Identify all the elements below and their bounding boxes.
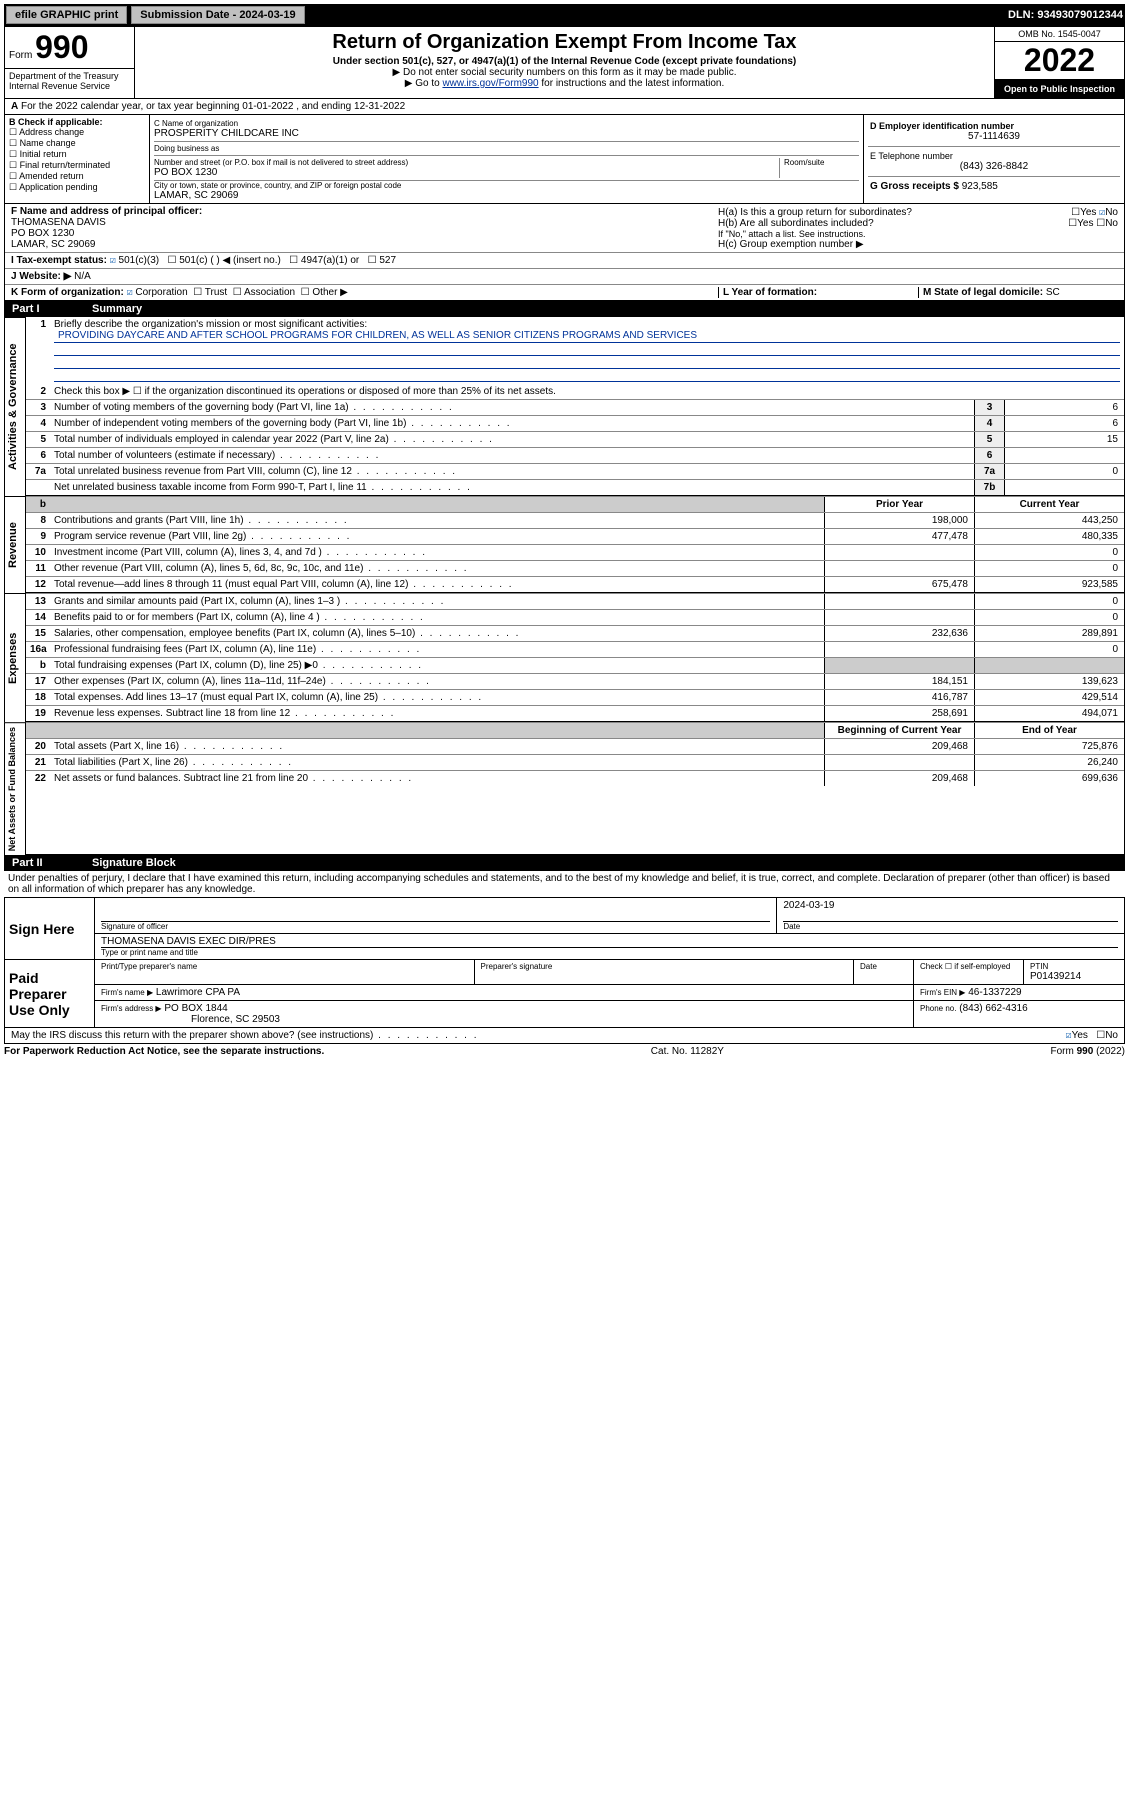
top-bar: efile GRAPHIC print Submission Date - 20… <box>4 4 1125 26</box>
summary-expenses: Expenses 13Grants and similar amounts pa… <box>4 593 1125 722</box>
officer-name: THOMASENA DAVIS <box>11 217 718 228</box>
box-c-org-info: C Name of organization PROSPERITY CHILDC… <box>150 115 864 203</box>
table-row: 11Other revenue (Part VIII, column (A), … <box>26 560 1124 576</box>
section-a: A For the 2022 calendar year, or tax yea… <box>4 99 1125 115</box>
vlabel-netassets: Net Assets or Fund Balances <box>4 722 26 855</box>
vlabel-governance: Activities & Governance <box>4 317 26 496</box>
paid-preparer-label: Paid Preparer Use Only <box>5 960 95 1027</box>
table-row: 8Contributions and grants (Part VIII, li… <box>26 512 1124 528</box>
header-right-block: OMB No. 1545-0047 2022 Open to Public In… <box>994 27 1124 98</box>
mission-text: PROVIDING DAYCARE AND AFTER SCHOOL PROGR… <box>54 330 1120 343</box>
table-row: 20Total assets (Part X, line 16)209,4687… <box>26 738 1124 754</box>
table-row: 5Total number of individuals employed in… <box>26 431 1124 447</box>
tax-year: 2022 <box>995 42 1124 80</box>
block-b-to-g: B Check if applicable: ☐ Address change … <box>4 115 1125 204</box>
part-i-header: Part I Summary <box>4 301 1125 317</box>
irs-link[interactable]: www.irs.gov/Form990 <box>442 78 538 89</box>
table-row: Net unrelated business taxable income fr… <box>26 479 1124 495</box>
table-row: 9Program service revenue (Part VIII, lin… <box>26 528 1124 544</box>
sign-here-label: Sign Here <box>5 898 95 959</box>
signature-block: Sign Here Signature of officer 2024-03-1… <box>4 897 1125 1028</box>
officer-print-name: THOMASENA DAVIS EXEC DIR/PRES <box>101 936 1118 948</box>
page-footer: For Paperwork Reduction Act Notice, see … <box>4 1044 1125 1059</box>
sig-date: 2024-03-19 <box>783 900 1118 922</box>
table-row: 17Other expenses (Part IX, column (A), l… <box>26 673 1124 689</box>
vlabel-revenue: Revenue <box>4 496 26 593</box>
omb-number: OMB No. 1545-0047 <box>995 27 1124 42</box>
org-name: PROSPERITY CHILDCARE INC <box>154 128 859 139</box>
vlabel-expenses: Expenses <box>4 593 26 722</box>
telephone: (843) 326-8842 <box>870 161 1118 172</box>
form-header: Form 990 Department of the Treasury Inte… <box>4 26 1125 99</box>
form-number-box: Form 990 <box>5 27 135 68</box>
table-row: 4Number of independent voting members of… <box>26 415 1124 431</box>
table-row: 7aTotal unrelated business revenue from … <box>26 463 1124 479</box>
firm-name: Lawrimore CPA PA <box>156 987 240 998</box>
box-d-to-g: D Employer identification number 57-1114… <box>864 115 1124 203</box>
discuss-question: May the IRS discuss this return with the… <box>11 1030 1066 1041</box>
table-row: 22Net assets or fund balances. Subtract … <box>26 770 1124 786</box>
table-row: bTotal fundraising expenses (Part IX, co… <box>26 657 1124 673</box>
officer-addr1: PO BOX 1230 <box>11 228 718 239</box>
open-inspection: Open to Public Inspection <box>995 80 1124 98</box>
website: N/A <box>74 271 91 282</box>
dln-label: DLN: 93493079012344 <box>1008 9 1123 21</box>
table-row: 13Grants and similar amounts paid (Part … <box>26 593 1124 609</box>
table-row: 12Total revenue—add lines 8 through 11 (… <box>26 576 1124 592</box>
gross-receipts: 923,585 <box>962 181 998 192</box>
state-domicile: SC <box>1046 287 1060 298</box>
department-label: Department of the Treasury Internal Reve… <box>5 68 135 98</box>
box-b-checkboxes: B Check if applicable: ☐ Address change … <box>5 115 150 203</box>
declaration-text: Under penalties of perjury, I declare th… <box>4 871 1125 897</box>
table-row: 14Benefits paid to or for members (Part … <box>26 609 1124 625</box>
org-street: PO BOX 1230 <box>154 167 779 178</box>
form-990: 990 <box>35 29 88 65</box>
form-note2: ▶ Go to www.irs.gov/Form990 for instruct… <box>141 78 988 89</box>
summary-netassets: Net Assets or Fund Balances Beginning of… <box>4 722 1125 855</box>
table-row: 3Number of voting members of the governi… <box>26 399 1124 415</box>
header-title-block: Return of Organization Exempt From Incom… <box>135 27 994 98</box>
form-title: Return of Organization Exempt From Incom… <box>141 31 988 54</box>
ein: 57-1114639 <box>870 131 1118 142</box>
officer-addr2: LAMAR, SC 29069 <box>11 239 718 250</box>
table-row: 6Total number of volunteers (estimate if… <box>26 447 1124 463</box>
summary-governance: Activities & Governance 1 Briefly descri… <box>4 317 1125 496</box>
org-city: LAMAR, SC 29069 <box>154 190 859 201</box>
table-row: 19Revenue less expenses. Subtract line 1… <box>26 705 1124 721</box>
table-row: 21Total liabilities (Part X, line 26)26,… <box>26 754 1124 770</box>
table-row: 16aProfessional fundraising fees (Part I… <box>26 641 1124 657</box>
firm-ein: 46-1337229 <box>968 987 1021 998</box>
ptin: P01439214 <box>1030 971 1118 982</box>
firm-phone: (843) 662-4316 <box>959 1003 1027 1014</box>
part-ii-header: Part II Signature Block <box>4 855 1125 871</box>
table-row: 10Investment income (Part VIII, column (… <box>26 544 1124 560</box>
summary-revenue: Revenue b Prior Year Current Year 8Contr… <box>4 496 1125 593</box>
form-note1: ▶ Do not enter social security numbers o… <box>141 67 988 78</box>
form-label: Form <box>9 50 32 61</box>
submission-date-button[interactable]: Submission Date - 2024-03-19 <box>131 6 304 24</box>
efile-print-button[interactable]: efile GRAPHIC print <box>6 6 127 24</box>
firm-address: PO BOX 1844 <box>164 1003 227 1014</box>
lines-f-to-m: F Name and address of principal officer:… <box>4 204 1125 301</box>
table-row: 18Total expenses. Add lines 13–17 (must … <box>26 689 1124 705</box>
table-row: 15Salaries, other compensation, employee… <box>26 625 1124 641</box>
form-subtitle: Under section 501(c), 527, or 4947(a)(1)… <box>141 56 988 67</box>
